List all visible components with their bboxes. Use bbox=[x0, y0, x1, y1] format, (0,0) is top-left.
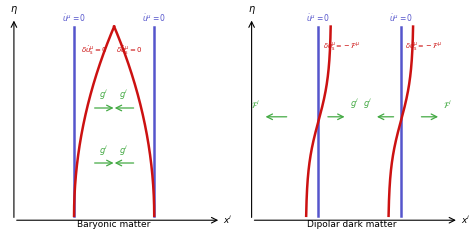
Text: $x^i$: $x^i$ bbox=[223, 214, 233, 227]
Text: $\delta\dot{u}^\mu_{\rm s} = 0$: $\delta\dot{u}^\mu_{\rm s} = 0$ bbox=[116, 44, 143, 57]
Text: $g^i$: $g^i$ bbox=[350, 97, 359, 111]
Text: Dipolar dark matter: Dipolar dark matter bbox=[307, 220, 397, 229]
Text: $g^i$: $g^i$ bbox=[119, 88, 129, 102]
Text: $\mathcal{F}^i$: $\mathcal{F}^i$ bbox=[443, 99, 452, 111]
Text: $\dot{u}^\mu = 0$: $\dot{u}^\mu = 0$ bbox=[62, 13, 86, 24]
Text: $\dot{u}^\mu = 0$: $\dot{u}^\mu = 0$ bbox=[142, 13, 166, 24]
Text: $x^i$: $x^i$ bbox=[461, 214, 471, 227]
Text: Baryonic matter: Baryonic matter bbox=[77, 220, 151, 229]
Text: $\mathcal{F}^i$: $\mathcal{F}^i$ bbox=[251, 99, 261, 111]
Text: $g^i$: $g^i$ bbox=[119, 143, 129, 157]
Text: $\eta$: $\eta$ bbox=[10, 4, 18, 16]
Text: $\delta\dot{u}^\mu_{\rm s} = -\mathcal{F}^\mu$: $\delta\dot{u}^\mu_{\rm s} = -\mathcal{F… bbox=[405, 40, 442, 53]
Text: $\delta\dot{u}^\mu_{\rm s} = 0$: $\delta\dot{u}^\mu_{\rm s} = 0$ bbox=[81, 44, 108, 57]
Text: $\delta\dot{u}^\mu_{\rm s} = -\mathcal{F}^\mu$: $\delta\dot{u}^\mu_{\rm s} = -\mathcal{F… bbox=[323, 40, 360, 53]
Text: $\dot{u}^\mu = 0$: $\dot{u}^\mu = 0$ bbox=[389, 13, 413, 24]
Text: $g^i$: $g^i$ bbox=[100, 143, 109, 157]
Text: $g^i$: $g^i$ bbox=[363, 97, 372, 111]
Text: $g^i$: $g^i$ bbox=[100, 88, 109, 102]
Text: $\eta$: $\eta$ bbox=[248, 4, 255, 16]
Text: $\dot{u}^\mu = 0$: $\dot{u}^\mu = 0$ bbox=[306, 13, 330, 24]
